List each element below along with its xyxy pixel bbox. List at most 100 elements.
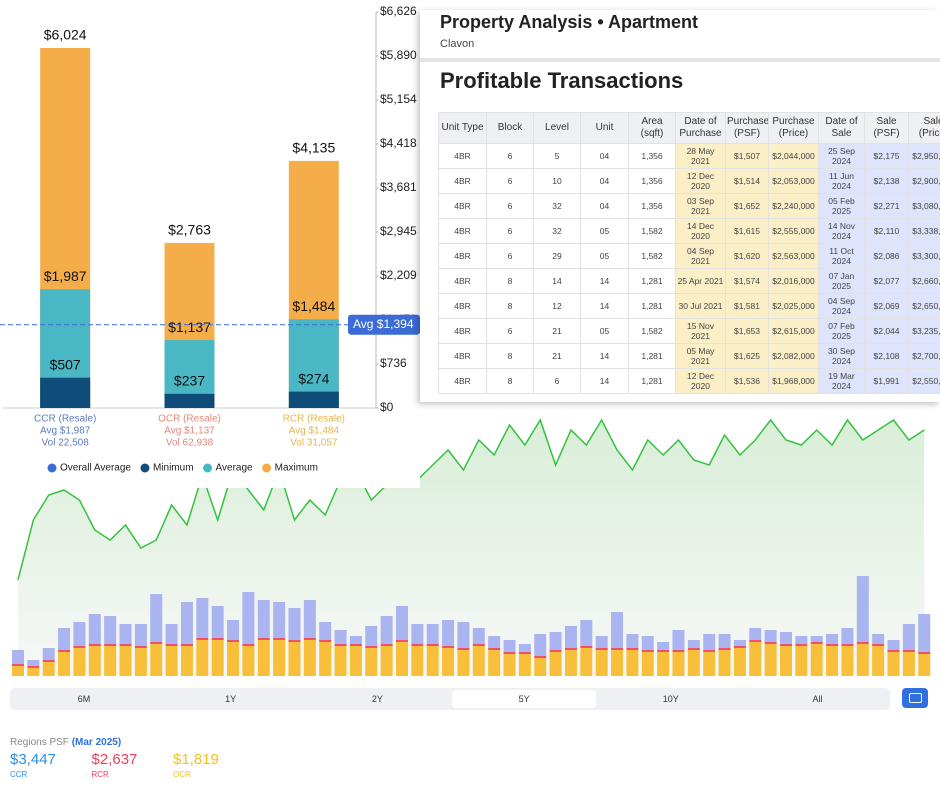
y-tick-label: $0 xyxy=(380,400,394,414)
table-cell: 1,281 xyxy=(628,293,676,319)
table-cell: 14 xyxy=(580,368,629,394)
table-row: 4BR 6 21 05 1,582 15 Nov 2021 $1,653 $2,615,000… xyxy=(438,318,940,344)
bar-segment xyxy=(641,652,654,676)
bar-segment xyxy=(795,636,808,644)
table-cell: $2,025,000 xyxy=(768,293,819,319)
bar-segment xyxy=(534,658,547,676)
view-toggle-button[interactable] xyxy=(902,688,928,708)
table-cell: 32 xyxy=(533,218,581,244)
bar-segment xyxy=(196,598,209,638)
bar-segment xyxy=(902,624,915,650)
table-cell: 05 May 2021 xyxy=(675,343,726,369)
table-cell: $2,563,000 xyxy=(768,243,819,269)
regions-psf-caption: Regions PSF (Mar 2025) xyxy=(10,737,121,748)
column-header: Purchase (Price) xyxy=(768,112,819,144)
table-cell: 1,281 xyxy=(628,268,676,294)
table-cell: 32 xyxy=(533,193,581,219)
bar-segment xyxy=(488,648,501,650)
table-cell: 14 xyxy=(580,343,629,369)
range-tab[interactable]: 6M xyxy=(77,694,91,704)
bar-segment xyxy=(303,638,316,640)
reference-pill xyxy=(348,314,420,335)
range-tab[interactable]: 5Y xyxy=(452,690,597,708)
range-tab[interactable]: All xyxy=(812,694,823,704)
table-cell: 07 Feb 2025 xyxy=(818,318,865,344)
value-label: $4,135 xyxy=(292,140,335,156)
bar-segment xyxy=(657,652,670,676)
range-tab[interactable]: 2Y xyxy=(371,694,383,704)
table-cell: $2,077 xyxy=(864,268,909,294)
table-cell: $2,615,000 xyxy=(768,318,819,344)
bar-segment xyxy=(918,654,931,676)
bar-segment xyxy=(165,646,178,676)
table-cell: 12 Dec 2020 xyxy=(675,368,726,394)
table-cell: 6 xyxy=(533,368,581,394)
table-cell: $2,650,000 xyxy=(908,293,940,319)
range-tab[interactable]: 1Y xyxy=(225,694,237,704)
table-row: 4BR 8 21 14 1,281 05 May 2021 $1,625 $2,082,000… xyxy=(438,343,940,369)
table-cell: 19 Mar 2024 xyxy=(818,368,865,394)
bar-segment xyxy=(580,646,593,648)
table-cell: $1,581 xyxy=(725,293,769,319)
bar-segment xyxy=(549,652,562,676)
bar-segment xyxy=(841,644,854,646)
table-cell: 14 xyxy=(580,268,629,294)
table-cell: $2,044 xyxy=(864,318,909,344)
table-cell: 29 xyxy=(533,243,581,269)
table-cell: 6 xyxy=(486,218,534,244)
bar-segment xyxy=(211,640,224,676)
bar-segment xyxy=(180,644,193,646)
reference-label: Avg $1,394 xyxy=(353,317,414,331)
bar-segment xyxy=(503,654,516,676)
bar-segment xyxy=(27,666,40,668)
value-label: $237 xyxy=(174,373,205,389)
bar-segment xyxy=(841,628,854,644)
category-detail: Vol 22,508 xyxy=(42,438,90,449)
y-tick-label: $5,890 xyxy=(380,48,417,62)
bar-segment xyxy=(273,638,286,640)
bar-segment xyxy=(780,644,792,646)
bar-segment xyxy=(257,640,270,676)
region-label: OCR xyxy=(173,770,191,779)
bar-segment xyxy=(134,646,147,648)
column-header: Area (sqft) xyxy=(628,112,676,144)
bar-segment xyxy=(611,612,624,648)
bar-segment xyxy=(319,642,332,676)
bar-segment xyxy=(150,594,163,642)
bar xyxy=(288,391,339,408)
table-cell: $2,053,000 xyxy=(768,168,819,194)
section-heading: Profitable Transactions xyxy=(440,68,684,93)
category-label: CCR (Resale) xyxy=(34,414,96,425)
bar-segment xyxy=(12,666,24,676)
bar-segment xyxy=(150,642,163,644)
table-cell: $2,069 xyxy=(864,293,909,319)
bar-segment xyxy=(902,650,915,652)
region-value: $2,637 xyxy=(91,751,138,768)
bar xyxy=(164,393,215,408)
table-cell: $1,620 xyxy=(725,243,769,269)
range-tabs: 6M 1Y 2Y 5Y 10Y All xyxy=(10,688,890,710)
column-header: Purchase (PSF) xyxy=(725,112,769,144)
bar-segment xyxy=(73,646,86,648)
table-cell: 10 xyxy=(533,168,581,194)
bar-segment xyxy=(672,652,685,676)
bar-segment xyxy=(810,642,823,644)
table-cell: 05 Feb 2025 xyxy=(818,193,865,219)
bar-segment xyxy=(564,648,577,650)
column-header: Unit xyxy=(580,112,629,144)
bar-segment xyxy=(411,624,424,644)
table-cell: 30 Jul 2021 xyxy=(675,293,726,319)
legend-swatch xyxy=(262,463,272,473)
bar-segment xyxy=(872,646,885,676)
bar-segment xyxy=(349,636,362,644)
table-cell: 6 xyxy=(486,143,534,169)
table-cell: 1,281 xyxy=(628,343,676,369)
bar-segment xyxy=(488,650,501,676)
bar-segment xyxy=(273,640,286,676)
table-cell: 4BR xyxy=(438,143,487,169)
table-cell: 04 xyxy=(580,193,629,219)
bar-segment xyxy=(104,646,117,676)
bar-segment xyxy=(641,650,654,652)
column-header: Unit Type xyxy=(438,112,487,144)
range-tab[interactable]: 10Y xyxy=(662,694,679,704)
